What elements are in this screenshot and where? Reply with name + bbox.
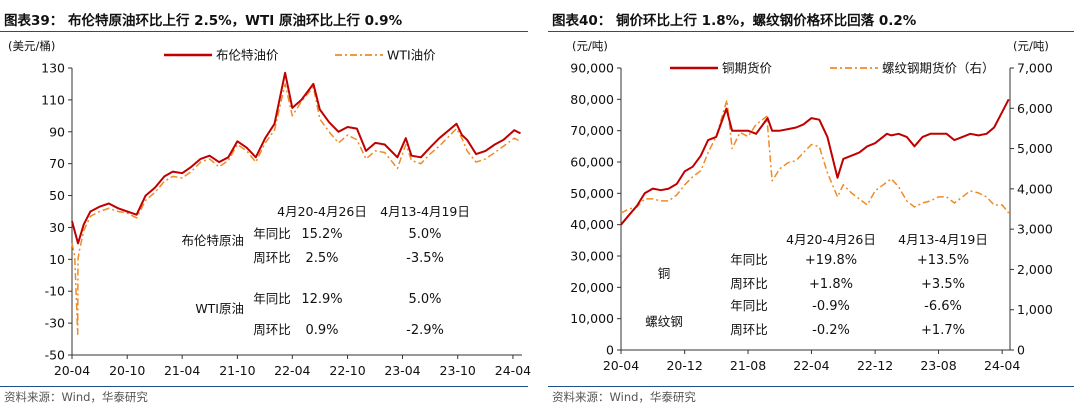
x-tick-label: 22-04 [274,363,310,378]
legend-label: 螺纹钢期货价（右） [882,61,995,76]
x-tick-label: 23-08 [920,358,956,373]
y-tick-label: 50 [49,188,65,203]
title-rule [548,31,1074,32]
y-tick-label: -30 [45,316,65,331]
y-tick-label: 90,000 [570,61,614,76]
table-header: 4月20-4月26日 [277,204,367,219]
figure-title: 图表40： 铜价环比上行 1.8%，螺纹钢价格环比回落 0.2% [552,13,917,29]
y-tick-label: 70 [49,156,65,171]
y-tick-label: 10 [49,252,65,267]
x-tick-label: 22-04 [793,358,829,373]
table-value: -0.9% [812,299,850,314]
x-tick-label: 23-04 [384,363,420,378]
series-line-1 [620,98,1010,226]
y-tick-label: -10 [45,284,65,299]
table-value: +1.7% [921,323,965,338]
y-tick-label: 0 [606,343,614,358]
chart-panel-left: 图表39： 布伦特原油环比上行 2.5%，WTI 原油环比上行 0.9% -50… [0,13,531,404]
y-tick-label-right: 7,000 [1017,61,1053,76]
table-value: +13.5% [917,253,969,268]
legend-label: 铜期货价 [722,61,773,76]
table-row-label: 周环比 [730,322,768,337]
source-rule [0,386,528,387]
table-value: -0.2% [812,323,850,338]
y-tick-label: 90 [49,124,65,139]
chart-panel-right: 图表40： 铜价环比上行 1.8%，螺纹钢价格环比回落 0.2% 0 10,000… [548,0,1080,419]
y-tick-label: 60,000 [570,155,614,170]
y-tick-label: 70,000 [570,123,614,138]
y-tick-label-right: 2,000 [1017,262,1053,277]
table-value: 15.2% [301,227,342,242]
series-line-2 [620,99,1010,214]
legend-label: 布伦特油价 [216,48,279,63]
y-tick-label: 10,000 [570,311,614,326]
table-value: -6.6% [924,299,962,314]
table-value: 5.0% [408,292,441,307]
table-row-label: 年同比 [730,298,768,313]
table-value: 12.9% [301,292,342,307]
table-value: +19.8% [805,253,857,268]
series-line-2 [71,83,521,336]
x-tick-label: 21-10 [219,363,255,378]
y-tick-label: 40,000 [570,217,614,232]
x-tick-label: 21-04 [164,363,200,378]
x-tick-label: 20-04 [54,363,90,378]
source-note: 资料来源：Wind，华泰研究 [552,390,696,404]
y-tick-label-right: 5,000 [1017,141,1053,156]
x-tick-label: 20-12 [666,358,702,373]
x-tick-label: 20-10 [109,363,145,378]
table-row-label: 年同比 [253,291,291,306]
table-value: 0.9% [305,323,338,338]
x-tick-label: 22-10 [329,363,365,378]
y-tick-label-right: 6,000 [1017,101,1053,116]
table-header: 4月13-4月19日 [898,232,988,247]
table-group-label: 布伦特原油 [181,233,244,248]
y-axis-label-right: (元/吨) [1013,39,1049,53]
table-group-label: WTI原油 [195,301,244,316]
series-line-1 [71,71,521,245]
x-tick-label: 20-04 [603,358,639,373]
table-value: 2.5% [305,251,338,266]
y-tick-label-right: 0 [1017,343,1025,358]
y-tick-label-right: 4,000 [1017,181,1053,196]
y-tick-label: 80,000 [570,92,614,107]
table-header: 4月13-4月19日 [380,204,470,219]
x-tick-label: 24-04 [495,363,531,378]
y-tick-label-right: 1,000 [1017,302,1053,317]
y-tick-label: 130 [41,61,65,76]
y-tick-label: 20,000 [570,280,614,295]
y-axis-label: (美元/桶) [8,39,55,53]
table-value: -2.9% [406,323,444,338]
y-tick-label: 30,000 [570,249,614,264]
y-tick-label: 110 [41,92,65,107]
y-tick-label: 50,000 [570,186,614,201]
x-tick-label: 23-10 [440,363,476,378]
y-tick-label: -50 [45,348,65,363]
y-tick-label: 30 [49,220,65,235]
table-value: -3.5% [406,251,444,266]
table-group-label: 螺纹钢 [645,314,683,329]
title-rule [0,31,528,32]
table-row-label: 年同比 [730,252,768,267]
table-row-label: 周环比 [253,322,291,337]
table-group-label: 铜 [658,266,671,281]
x-tick-label: 22-12 [857,358,893,373]
y-tick-label-right: 3,000 [1017,222,1053,237]
oil-price-chart: -50 -30 -10 10 30 50 70 90 110 130 20-04 20-10 21-04… [8,39,531,378]
table-row-label: 周环比 [730,276,768,291]
table-value: +3.5% [921,277,965,292]
table-row-label: 周环比 [253,250,291,265]
table-row-label: 年同比 [253,226,291,241]
y-axis-label: (元/吨) [572,39,608,53]
table-header: 4月20-4月26日 [786,232,876,247]
x-tick-label: 21-08 [730,358,766,373]
figure-title: 图表39： 布伦特原油环比上行 2.5%，WTI 原油环比上行 0.9% [4,13,403,29]
table-value: 5.0% [408,227,441,242]
x-tick-label: 24-04 [984,358,1020,373]
source-note: 资料来源：Wind，华泰研究 [4,390,148,404]
source-rule [548,386,1074,387]
table-value: +1.8% [809,277,853,292]
metal-price-chart: 0 10,000 20,000 30,000 40,000 50,000 60,000 70,… [570,39,1053,373]
legend-label: WTI油价 [387,48,436,63]
